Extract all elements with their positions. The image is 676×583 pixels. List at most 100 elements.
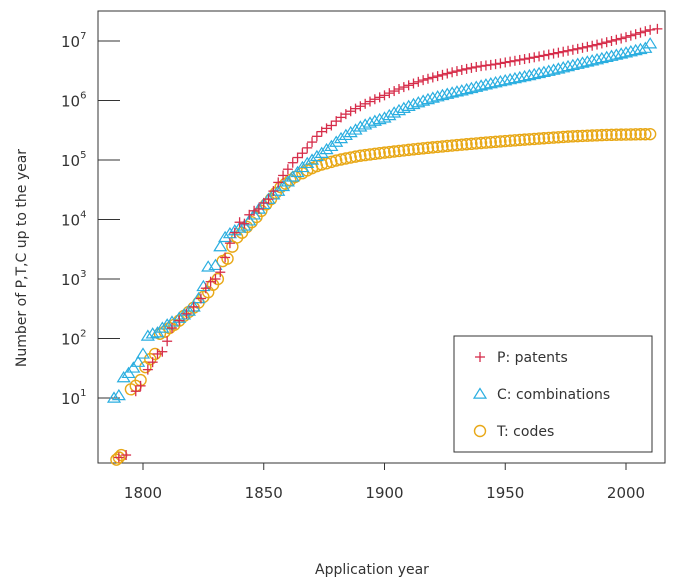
- plus-point: [611, 34, 622, 45]
- circle-point: [610, 128, 623, 141]
- plus-point: [326, 120, 337, 131]
- circle-point: [349, 150, 362, 163]
- triangle-point: [319, 142, 334, 155]
- triangle-point: [488, 75, 503, 88]
- plus-point: [188, 301, 199, 312]
- plus-point: [514, 54, 525, 65]
- plus-point: [427, 72, 438, 83]
- triangle-point: [160, 318, 175, 330]
- circle-point: [344, 151, 357, 164]
- circle-point: [552, 131, 565, 144]
- plus-point: [229, 227, 240, 238]
- triangle-point: [556, 61, 571, 73]
- plus-point: [461, 63, 472, 74]
- plus-point: [524, 53, 535, 64]
- triangle-point: [309, 149, 324, 162]
- y-tick-label: 107: [61, 31, 86, 51]
- circle-point: [629, 128, 642, 141]
- circle-point: [354, 149, 367, 162]
- plus-point: [563, 45, 574, 56]
- triangle-point: [498, 73, 513, 86]
- circle-point: [387, 145, 401, 158]
- plus-point: [220, 252, 231, 263]
- triangle-point: [469, 80, 484, 92]
- plus-point: [621, 32, 631, 43]
- plus-point: [268, 186, 279, 197]
- plus-point: [350, 103, 361, 114]
- triangle-point: [242, 214, 257, 226]
- triangle-point: [599, 50, 614, 63]
- triangle-point: [478, 78, 494, 90]
- circle-point: [397, 144, 411, 157]
- plus-point: [278, 170, 289, 181]
- circle-point: [465, 137, 478, 151]
- plus-point: [408, 78, 419, 89]
- plus-point: [273, 177, 284, 188]
- plus-point: [476, 61, 487, 72]
- plus-point: [181, 308, 192, 319]
- circle-point: [339, 152, 353, 165]
- plus-point: [500, 57, 511, 68]
- plus-point: [485, 59, 496, 70]
- plus-point: [210, 274, 221, 284]
- y-axis-title: Number of P,T,C up to the year: [14, 149, 30, 367]
- triangle-point: [208, 258, 223, 271]
- legend-circle-marker: [473, 424, 487, 438]
- circle-point: [566, 130, 580, 143]
- circle-point: [484, 136, 497, 149]
- circle-point: [547, 131, 560, 144]
- triangle-point: [570, 57, 585, 69]
- y-tick-label: 102: [61, 329, 86, 349]
- triangle-point: [416, 94, 431, 106]
- triangle-point: [454, 84, 469, 96]
- circle-point: [494, 135, 507, 148]
- triangle-point: [633, 42, 648, 55]
- plus-point: [287, 157, 298, 168]
- triangle-point: [131, 355, 146, 367]
- circle-point: [402, 143, 415, 157]
- plus-point: [113, 452, 124, 463]
- x-tick-label: 1900: [365, 484, 403, 502]
- legend-triangle-marker: [472, 387, 488, 399]
- triangle-point: [324, 139, 339, 152]
- plus-point: [166, 323, 177, 334]
- circle-point: [416, 142, 430, 155]
- triangle-point: [155, 321, 170, 333]
- circle-point: [460, 138, 473, 151]
- circle-point: [445, 139, 459, 152]
- y-tick-label: 104: [61, 210, 86, 230]
- plus-point: [307, 137, 318, 148]
- triangle-point: [425, 91, 440, 103]
- triangle-point: [623, 44, 638, 57]
- plus-point: [437, 69, 448, 80]
- plus-point: [413, 76, 424, 87]
- plus-point: [379, 90, 390, 101]
- circle-point: [470, 137, 483, 150]
- legend-label: T: codes: [496, 424, 554, 440]
- plus-point: [616, 33, 627, 44]
- circle-point: [373, 147, 386, 160]
- triangle-point: [145, 327, 160, 339]
- triangle-point: [445, 86, 460, 98]
- triangle-point: [396, 101, 411, 114]
- plus-point: [374, 92, 385, 103]
- circle-point: [643, 127, 657, 141]
- plus-point: [596, 38, 607, 49]
- x-axis-title: Application year: [315, 562, 429, 578]
- triangle-point: [565, 58, 580, 71]
- triangle-point: [401, 99, 416, 111]
- plus-point: [447, 67, 458, 78]
- plus-point: [135, 380, 146, 391]
- circle-point: [576, 129, 589, 143]
- circle-point: [441, 139, 454, 153]
- plus-point: [389, 86, 400, 97]
- circle-point: [513, 133, 526, 147]
- plus-point: [601, 37, 612, 48]
- circle-point: [537, 132, 551, 145]
- circle-point: [431, 140, 444, 154]
- triangle-point: [541, 64, 556, 76]
- triangle-point: [295, 160, 310, 173]
- triangle-point: [111, 388, 126, 401]
- circle-point: [474, 136, 488, 150]
